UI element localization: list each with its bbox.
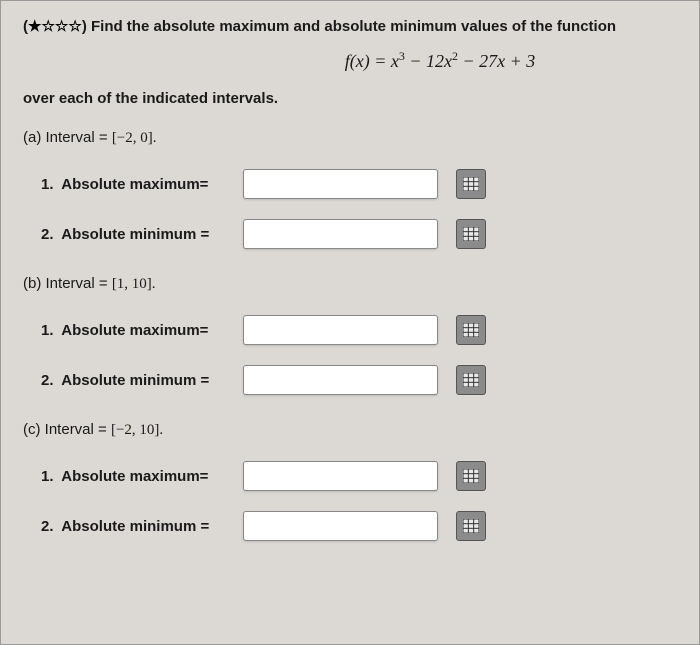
grid-icon xyxy=(463,323,479,337)
abs-max-label: 1. Absolute maximum= xyxy=(23,176,243,193)
interval-value: [−2, 0]. xyxy=(112,130,157,146)
grid-icon-button[interactable] xyxy=(456,169,486,199)
abs-min-label: 2. Absolute minimum = xyxy=(23,518,243,535)
item-number: 1. xyxy=(41,176,54,193)
answer-row: 2. Absolute minimum = xyxy=(23,219,677,249)
abs-max-label: 1. Absolute maximum= xyxy=(23,322,243,339)
abs-max-input[interactable] xyxy=(243,315,438,345)
part-b-heading: (b) Interval = [1, 10]. xyxy=(23,275,677,293)
grid-icon xyxy=(463,227,479,241)
grid-icon-button[interactable] xyxy=(456,315,486,345)
grid-icon xyxy=(463,373,479,387)
item-label: Absolute minimum = xyxy=(61,226,209,243)
grid-icon-button[interactable] xyxy=(456,511,486,541)
interval-value: [1, 10]. xyxy=(112,276,156,292)
item-number: 2. xyxy=(41,372,54,389)
star-empty-icon: ☆ xyxy=(68,18,81,35)
abs-min-label: 2. Absolute minimum = xyxy=(23,372,243,389)
over-intervals-text: over each of the indicated intervals. xyxy=(23,90,677,107)
grid-icon xyxy=(463,469,479,483)
abs-min-label: 2. Absolute minimum = xyxy=(23,226,243,243)
star-empty-icon: ☆ xyxy=(55,18,68,35)
abs-min-input[interactable] xyxy=(243,511,438,541)
grid-icon-button[interactable] xyxy=(456,219,486,249)
item-number: 1. xyxy=(41,322,54,339)
interval-label: Interval = xyxy=(45,421,107,438)
star-filled-icon: ★ xyxy=(28,18,41,35)
part-letter: (c) xyxy=(23,421,41,438)
grid-icon xyxy=(463,519,479,533)
equation: f(x) = x3 − 12x2 − 27x + 3 xyxy=(203,49,677,72)
answer-row: 2. Absolute minimum = xyxy=(23,511,677,541)
intro-line: (★☆☆☆) Find the absolute maximum and abs… xyxy=(23,17,677,35)
interval-value: [−2, 10]. xyxy=(111,422,163,438)
part-letter: (b) xyxy=(23,275,41,292)
answer-row: 1. Absolute maximum= xyxy=(23,169,677,199)
answer-row: 1. Absolute maximum= xyxy=(23,461,677,491)
problem-panel: (★☆☆☆) Find the absolute maximum and abs… xyxy=(0,0,700,645)
interval-label: Interval = xyxy=(46,129,108,146)
close-paren: ) xyxy=(82,18,87,35)
abs-min-input[interactable] xyxy=(243,219,438,249)
interval-label: Interval = xyxy=(46,275,108,292)
part-a-heading: (a) Interval = [−2, 0]. xyxy=(23,129,677,147)
grid-icon-button[interactable] xyxy=(456,365,486,395)
answer-row: 2. Absolute minimum = xyxy=(23,365,677,395)
grid-icon xyxy=(463,177,479,191)
part-c-heading: (c) Interval = [−2, 10]. xyxy=(23,421,677,439)
star-rating: ★☆☆☆ xyxy=(28,18,82,35)
grid-icon-button[interactable] xyxy=(456,461,486,491)
item-label: Absolute minimum = xyxy=(61,372,209,389)
abs-min-input[interactable] xyxy=(243,365,438,395)
prompt-text: Find the absolute maximum and absolute m… xyxy=(91,18,616,35)
item-number: 2. xyxy=(41,518,54,535)
part-letter: (a) xyxy=(23,129,41,146)
abs-max-input[interactable] xyxy=(243,461,438,491)
item-number: 1. xyxy=(41,468,54,485)
item-number: 2. xyxy=(41,226,54,243)
abs-max-label: 1. Absolute maximum= xyxy=(23,468,243,485)
abs-max-input[interactable] xyxy=(243,169,438,199)
item-label: Absolute maximum= xyxy=(61,322,208,339)
answer-row: 1. Absolute maximum= xyxy=(23,315,677,345)
item-label: Absolute minimum = xyxy=(61,518,209,535)
item-label: Absolute maximum= xyxy=(61,176,208,193)
item-label: Absolute maximum= xyxy=(61,468,208,485)
star-empty-icon: ☆ xyxy=(41,18,54,35)
